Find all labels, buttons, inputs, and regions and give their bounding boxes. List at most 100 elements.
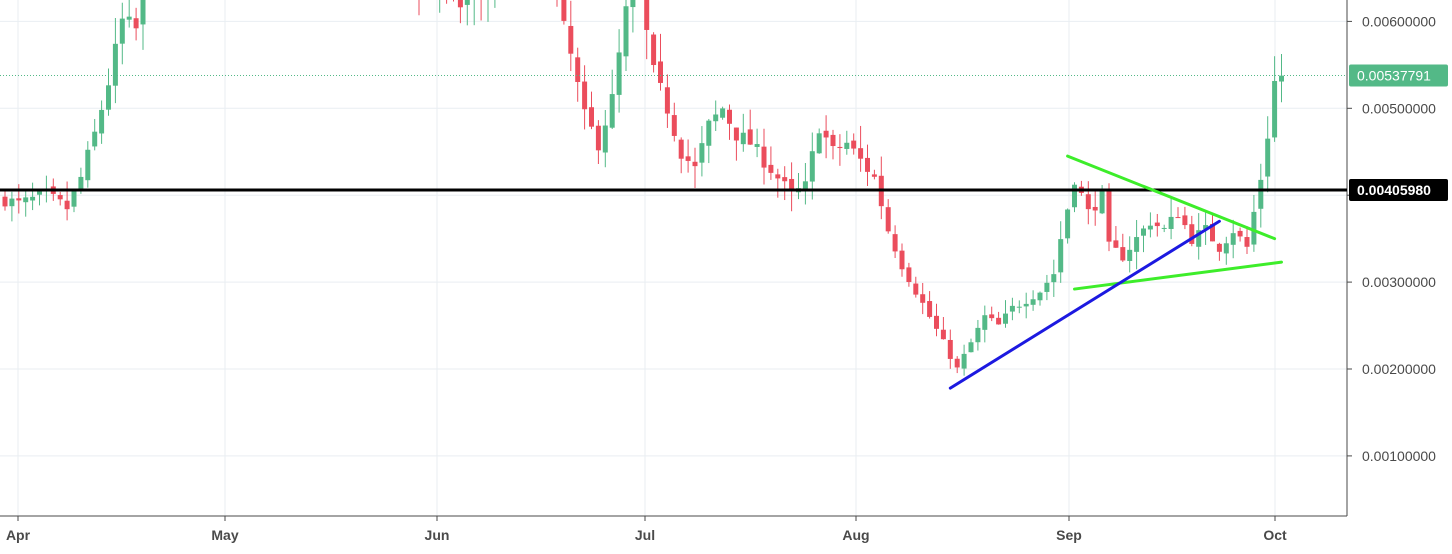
- candle-body: [747, 129, 753, 145]
- support-level-label-box: [1349, 179, 1448, 202]
- candle: [775, 168, 781, 198]
- candle: [1141, 225, 1146, 253]
- candle: [664, 74, 670, 128]
- last-price-label: 0.00537791: [1357, 67, 1431, 83]
- candle-body: [754, 144, 760, 147]
- candle-body: [740, 132, 746, 145]
- candle: [464, 0, 470, 26]
- candle-body: [1072, 184, 1077, 208]
- candle: [678, 137, 684, 174]
- candle-body: [99, 109, 105, 134]
- candle: [954, 356, 960, 374]
- candle-body: [78, 176, 84, 190]
- candle: [885, 199, 891, 234]
- candle: [1210, 215, 1215, 242]
- candle: [927, 291, 933, 319]
- candle: [947, 329, 953, 369]
- candle: [1030, 290, 1036, 311]
- candle-body: [982, 315, 988, 330]
- candle: [487, 0, 489, 22]
- candle: [1196, 213, 1202, 260]
- candle: [92, 118, 98, 151]
- candle-body: [1023, 303, 1029, 307]
- candle-body: [1058, 239, 1064, 273]
- candle: [651, 32, 657, 73]
- candle: [57, 191, 63, 206]
- candle-body: [809, 151, 815, 182]
- candle: [439, 0, 441, 13]
- candle-body: [1085, 194, 1091, 210]
- candle-body: [968, 342, 974, 353]
- candle-body: [664, 87, 670, 114]
- candle: [1189, 215, 1195, 247]
- candle: [782, 166, 788, 201]
- candle-body: [92, 131, 98, 147]
- last-price-label-box: [1349, 64, 1448, 87]
- candle: [1154, 213, 1160, 237]
- candle-body: [133, 18, 139, 29]
- candle: [1127, 236, 1133, 273]
- candle: [1058, 221, 1064, 283]
- candle-body: [1030, 299, 1036, 305]
- candle-body: [602, 125, 608, 153]
- candle: [1120, 233, 1126, 262]
- candle-body: [885, 207, 891, 232]
- candle-body: [1003, 313, 1008, 324]
- candle: [961, 344, 967, 376]
- candle: [740, 113, 746, 152]
- x-tick-label: Oct: [1263, 527, 1287, 543]
- candle-body: [1244, 237, 1250, 247]
- candle: [761, 128, 767, 185]
- candle-body: [685, 156, 691, 161]
- candle-body: [106, 85, 111, 110]
- candle: [2, 190, 8, 211]
- candle: [1092, 188, 1098, 226]
- candle: [699, 126, 705, 177]
- candle: [720, 106, 726, 120]
- candle: [892, 225, 898, 258]
- candle-body: [837, 146, 843, 149]
- candle: [575, 47, 581, 102]
- candle-body: [727, 109, 732, 124]
- candle-body: [609, 94, 615, 128]
- candle-body: [1251, 211, 1257, 245]
- candle: [1182, 206, 1188, 230]
- candle: [733, 127, 739, 161]
- candle: [913, 276, 919, 298]
- candle-body: [1161, 227, 1167, 229]
- candle-body: [823, 130, 829, 138]
- candle: [609, 69, 615, 130]
- x-tick-label: Apr: [6, 527, 31, 543]
- candle-body: [623, 6, 629, 57]
- candle-body: [733, 127, 739, 141]
- candle-body: [934, 315, 939, 329]
- candle-body: [871, 174, 877, 177]
- candle: [23, 189, 29, 217]
- x-tick-label: Sep: [1056, 527, 1082, 543]
- y-tick-label: 0.00600000: [1362, 13, 1436, 29]
- candle-body: [1037, 292, 1043, 301]
- candle-body: [961, 353, 967, 369]
- candle: [582, 65, 588, 130]
- candle-body: [927, 301, 933, 317]
- candle: [1265, 116, 1271, 193]
- candle-body: [1279, 75, 1284, 82]
- candle: [480, 0, 482, 21]
- candle: [858, 125, 864, 172]
- candle: [747, 109, 753, 145]
- candle-body: [1196, 230, 1202, 247]
- candle-body: [768, 164, 774, 173]
- y-tick-label: 0.00500000: [1362, 100, 1436, 116]
- candle-body: [720, 108, 726, 118]
- candle: [99, 100, 105, 144]
- candle: [71, 188, 77, 213]
- x-tick-label: Jun: [425, 527, 450, 543]
- candle-body: [858, 148, 864, 159]
- candle-body: [761, 146, 767, 168]
- candle: [623, 0, 629, 71]
- candle-body: [568, 25, 574, 54]
- candle-body: [1147, 225, 1153, 230]
- candle-body: [920, 294, 926, 303]
